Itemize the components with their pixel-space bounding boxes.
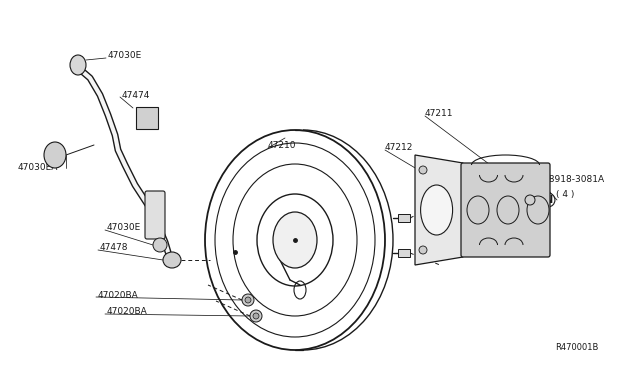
Text: 08918-3081A: 08918-3081A xyxy=(543,176,604,185)
Ellipse shape xyxy=(70,55,86,75)
Ellipse shape xyxy=(273,212,317,268)
Ellipse shape xyxy=(163,252,181,268)
Text: 47478: 47478 xyxy=(100,244,129,253)
Text: 47020BA: 47020BA xyxy=(107,308,148,317)
FancyBboxPatch shape xyxy=(145,191,165,239)
Ellipse shape xyxy=(253,313,259,319)
Ellipse shape xyxy=(153,238,167,252)
Text: 47210: 47210 xyxy=(268,141,296,150)
Ellipse shape xyxy=(525,195,535,205)
Text: ( 4 ): ( 4 ) xyxy=(556,190,574,199)
Text: N: N xyxy=(544,195,552,205)
FancyBboxPatch shape xyxy=(136,107,158,129)
Text: 47212: 47212 xyxy=(385,144,413,153)
Bar xyxy=(398,214,410,222)
Text: 47211: 47211 xyxy=(425,109,454,118)
Ellipse shape xyxy=(245,297,251,303)
Bar xyxy=(398,249,410,257)
Polygon shape xyxy=(415,155,463,265)
Text: R470001B: R470001B xyxy=(555,343,598,353)
Ellipse shape xyxy=(250,310,262,322)
Text: 47030E: 47030E xyxy=(108,51,142,60)
Text: 47030E: 47030E xyxy=(107,224,141,232)
Text: 47020BA: 47020BA xyxy=(98,291,139,299)
Ellipse shape xyxy=(419,166,427,174)
Text: 47474: 47474 xyxy=(122,90,150,99)
Text: 47030EA: 47030EA xyxy=(18,164,58,173)
Ellipse shape xyxy=(419,246,427,254)
Ellipse shape xyxy=(242,294,254,306)
FancyBboxPatch shape xyxy=(461,163,550,257)
Ellipse shape xyxy=(420,185,452,235)
Ellipse shape xyxy=(44,142,66,168)
